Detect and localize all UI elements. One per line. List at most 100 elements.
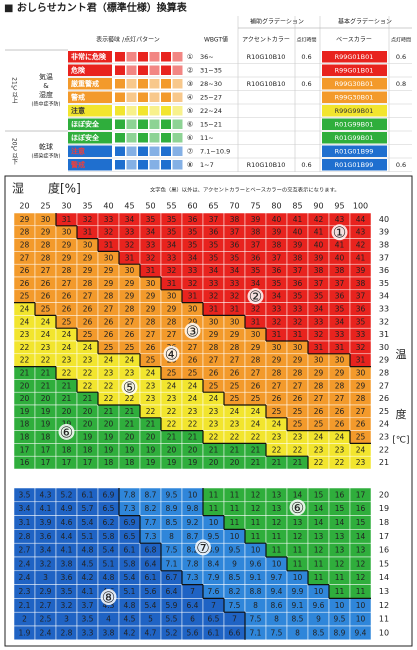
- cell-value: 6.5: [124, 532, 136, 541]
- level-no: ⑧: [187, 161, 193, 169]
- cell-value: 9.5: [334, 615, 346, 624]
- grid-note: 文字色（黒）以外は、アクセントカラーとベースカラーの交互表示になります。: [150, 186, 340, 194]
- cell-value: 14: [335, 518, 345, 527]
- wbgt: 25~27: [200, 93, 222, 101]
- cell-value: 37: [209, 215, 219, 224]
- cell-value: 27: [188, 343, 198, 352]
- cell-value: 8: [253, 601, 258, 610]
- cell-value: 9.2: [187, 518, 199, 527]
- cell-value: 23: [146, 394, 156, 403]
- cell-value: 29: [20, 215, 30, 224]
- cell-value: 32: [314, 330, 324, 339]
- cell-value: 18: [104, 458, 114, 467]
- cell-value: 34: [314, 305, 324, 314]
- cell-value: 2.7: [19, 546, 31, 555]
- group-range: 21℃以上: [10, 77, 18, 104]
- cell-value: 26: [83, 317, 93, 326]
- cell-value: 28: [209, 343, 219, 352]
- cell-value: 15: [356, 518, 366, 527]
- pattern: [172, 79, 183, 89]
- cell-value: 21: [146, 420, 156, 429]
- cell-value: 10: [188, 490, 198, 499]
- base-cell: [322, 159, 387, 171]
- cell-value: 22: [104, 394, 114, 403]
- pattern: [126, 106, 137, 116]
- pattern: [149, 52, 160, 62]
- pattern: [149, 65, 160, 75]
- cell-value: 19: [146, 445, 156, 454]
- cell-value: 4.8: [124, 601, 136, 610]
- cell-value: 18: [20, 420, 30, 429]
- accent-time: 0.6: [301, 53, 311, 61]
- cell-value: 19: [188, 458, 198, 467]
- cell-value: 24: [167, 381, 177, 390]
- cell-value: 26: [83, 305, 93, 314]
- cell-value: 33: [293, 305, 303, 314]
- cell-value: 44: [356, 215, 366, 224]
- cell-value: 22: [62, 369, 72, 378]
- cell-value: 28: [125, 305, 135, 314]
- base: R99G99B01: [335, 107, 374, 115]
- cell-value: 6.1: [82, 490, 94, 499]
- cell-value: 5.2: [61, 490, 73, 499]
- cell-value: 21: [125, 420, 135, 429]
- cell-value: 35: [335, 305, 345, 314]
- cell-value: 29: [83, 266, 93, 275]
- cell-value: 31: [230, 305, 240, 314]
- meaning-cell: [68, 132, 112, 144]
- cell-value: 37: [293, 266, 303, 275]
- humidity-tick: 60: [187, 202, 197, 211]
- cell-value: 14: [314, 504, 324, 513]
- cell-value: 41: [335, 241, 345, 250]
- pattern: [126, 79, 137, 89]
- cell-value: 34: [146, 228, 156, 237]
- cell-value: 28: [146, 317, 156, 326]
- cell-value: 19: [83, 433, 93, 442]
- cell-value: 15: [335, 504, 345, 513]
- level-no: ⑦: [187, 147, 193, 155]
- humidity-tick: 75: [250, 202, 260, 211]
- cell-value: 26: [356, 420, 366, 429]
- level-marker-bg: [195, 539, 211, 556]
- cell-value: 3: [64, 615, 69, 624]
- cell-value: 22: [293, 445, 303, 454]
- meaning-cell: [68, 91, 112, 103]
- cell-value: 4.7: [145, 628, 157, 637]
- cell-value: 36: [335, 292, 345, 301]
- cell-value: 23: [335, 445, 345, 454]
- cell-value: 21: [251, 458, 261, 467]
- level-marker: ⑥: [291, 499, 304, 517]
- cell-value: 23: [62, 356, 72, 365]
- cell-value: 8.8: [250, 587, 262, 596]
- cell-value: 12: [251, 490, 261, 499]
- cell-value: 6.8: [145, 546, 157, 555]
- pattern: [161, 79, 171, 89]
- pattern: [115, 52, 125, 62]
- cell-value: 3.6: [61, 573, 73, 582]
- cell-value: 35: [356, 317, 366, 326]
- pattern: [172, 52, 183, 62]
- cell-value: 2.4: [40, 628, 52, 637]
- cell-value: 28: [20, 241, 30, 250]
- cell-value: 4.8: [82, 546, 94, 555]
- temperature-tick: 36: [379, 266, 389, 275]
- cell-value: 2.4: [19, 573, 31, 582]
- cell-value: 20: [209, 458, 219, 467]
- cell-value: 20: [62, 407, 72, 416]
- cell-value: 17: [356, 490, 366, 499]
- cell-value: 28: [104, 292, 114, 301]
- cell-value: 27: [272, 381, 282, 390]
- cell-value: 34: [251, 279, 261, 288]
- cell-value: 11: [293, 559, 303, 568]
- cell-value: 7.1: [250, 628, 262, 637]
- cell-value: 43: [356, 228, 366, 237]
- cell-value: 4.3: [103, 601, 115, 610]
- cell-value: 2.8: [19, 532, 31, 541]
- cell-value: 22: [83, 369, 93, 378]
- group-range: 20℃以下: [10, 138, 18, 166]
- cell-value: 16: [20, 458, 30, 467]
- cell: [349, 455, 372, 470]
- cell-value: 30: [83, 241, 93, 250]
- pattern: [161, 92, 171, 102]
- humidity-tick: 80: [271, 202, 281, 211]
